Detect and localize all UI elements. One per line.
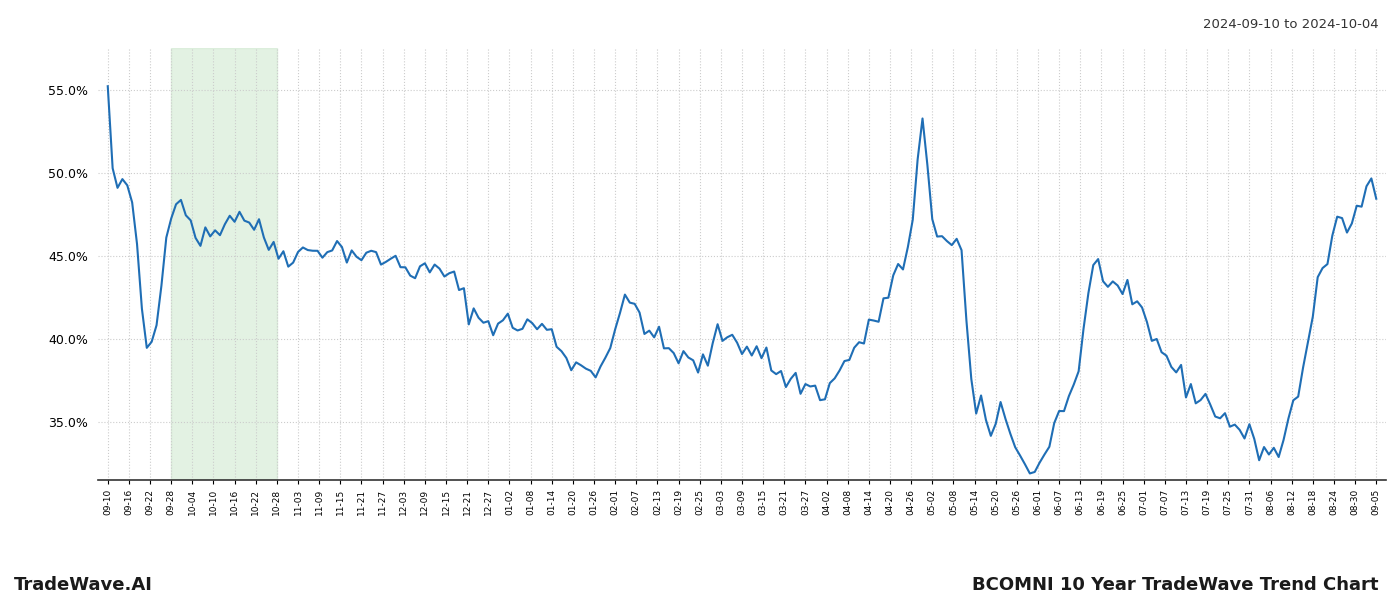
Text: BCOMNI 10 Year TradeWave Trend Chart: BCOMNI 10 Year TradeWave Trend Chart bbox=[973, 576, 1379, 594]
Text: TradeWave.AI: TradeWave.AI bbox=[14, 576, 153, 594]
Text: 2024-09-10 to 2024-10-04: 2024-09-10 to 2024-10-04 bbox=[1204, 18, 1379, 31]
Bar bbox=[171, 48, 277, 480]
